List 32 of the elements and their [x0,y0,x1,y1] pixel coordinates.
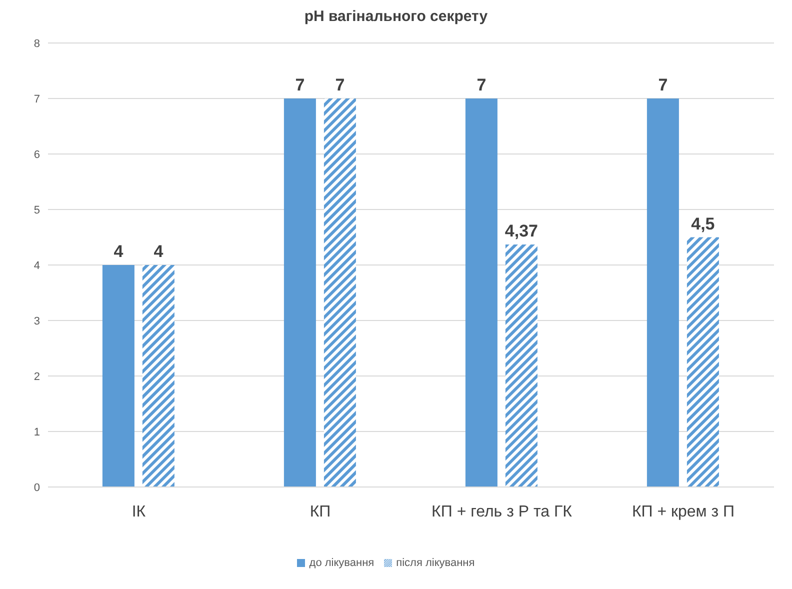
y-tick-label: 1 [34,426,40,438]
legend-label: до лікування [309,557,374,569]
bar [142,265,174,487]
bar [102,265,134,487]
data-label: 4,5 [691,214,715,234]
y-tick-label: 2 [34,370,40,383]
x-tick-label: ІК [132,503,146,520]
y-tick-label: 5 [34,204,40,216]
bar [686,237,719,487]
x-tick-label: КП + крем з П [632,503,735,520]
x-tick-label: КП + гель з Р та ГК [432,503,573,520]
chart-title: pH вагінального секрету [303,8,489,25]
bar [505,244,538,487]
y-tick-label: 3 [34,315,40,328]
data-label: 7 [476,76,486,94]
bar [465,98,498,487]
y-tick-label: 0 [34,482,40,494]
bar [646,98,679,487]
data-label: 4 [154,242,164,261]
data-label: 4 [114,242,124,261]
data-label: 7 [295,76,305,94]
x-tick-label: КП [310,503,331,520]
bar [324,98,356,487]
y-tick-label: 6 [34,148,40,161]
bar [284,98,316,487]
data-label: 7 [658,76,668,94]
y-tick-label: 4 [34,260,40,272]
data-label: 4,37 [504,221,538,240]
legend-label: після лікування [396,557,475,569]
data-label: 7 [335,76,345,94]
y-tick-label: 8 [34,38,40,50]
y-tick-label: 7 [34,93,40,106]
